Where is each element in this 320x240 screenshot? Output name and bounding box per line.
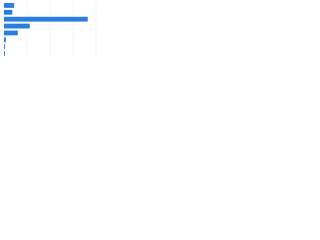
bar <box>4 30 18 36</box>
bar <box>4 37 6 43</box>
bar <box>4 44 5 50</box>
bar <box>4 3 15 8</box>
bar <box>4 51 5 56</box>
bar <box>4 23 30 29</box>
page: {"chart_data": {"type": "bar", "orientat… <box>0 0 320 71</box>
bar <box>4 16 88 22</box>
bar <box>4 9 13 15</box>
chart <box>3 2 97 57</box>
